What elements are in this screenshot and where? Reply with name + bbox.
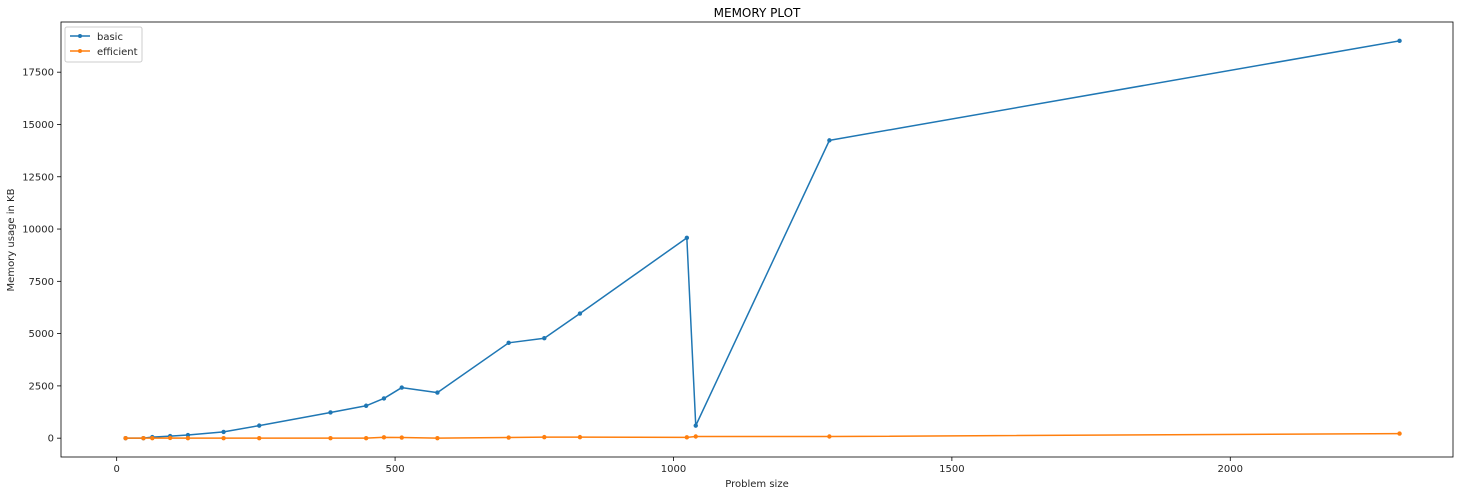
y-tick-label: 17500: [22, 68, 54, 79]
x-axis-label: Problem size: [725, 479, 788, 490]
data-point-basic: [577, 311, 583, 316]
chart-title: MEMORY PLOT: [714, 6, 801, 20]
series-line-efficient: [125, 432, 1400, 439]
data-point-efficient: [542, 434, 547, 440]
series-efficient: [123, 431, 1402, 441]
y-axis-label: Memory usage in KB: [6, 188, 17, 291]
data-point-efficient: [693, 434, 698, 439]
data-point-efficient: [381, 435, 387, 440]
legend-basic-marker: [78, 34, 82, 38]
x-tick-label: 0: [113, 464, 119, 475]
data-point-efficient: [435, 435, 440, 441]
data-point-efficient: [577, 434, 583, 440]
y-tick-label: 15000: [22, 120, 54, 131]
x-tick-label: 2000: [1218, 464, 1243, 475]
y-tick-label: 2500: [29, 381, 54, 392]
data-point-basic: [435, 390, 440, 395]
data-point-basic: [1397, 38, 1402, 44]
data-point-efficient: [185, 435, 191, 441]
data-point-basic: [221, 429, 226, 435]
data-point-efficient: [328, 435, 333, 441]
data-point-basic: [381, 396, 387, 401]
data-point-basic: [185, 432, 191, 438]
data-point-basic: [399, 385, 404, 390]
data-point-basic: [257, 423, 262, 428]
x-axis: 0 500 1000 1500 2000: [113, 457, 1243, 475]
data-point-basic: [506, 340, 511, 346]
data-point-efficient: [257, 435, 262, 441]
data-point-efficient: [506, 435, 511, 440]
legend-efficient-marker: [78, 49, 82, 53]
x-tick-label: 1500: [939, 464, 964, 475]
x-tick-label: 500: [386, 464, 405, 475]
data-point-efficient: [123, 435, 128, 441]
data-point-efficient: [221, 435, 226, 441]
data-point-efficient: [141, 435, 146, 441]
x-tick-label: 1000: [661, 464, 686, 475]
data-point-basic: [684, 235, 690, 241]
y-tick-label: 7500: [29, 277, 54, 288]
series-line-basic: [125, 40, 1400, 439]
data-point-efficient: [150, 435, 155, 441]
data-point-efficient: [684, 435, 690, 440]
y-axis: 0 2500 5000 7500 10000 12500 15000 17500: [22, 68, 61, 445]
data-point-efficient: [399, 435, 404, 440]
data-point-basic: [363, 403, 369, 408]
y-tick-label: 5000: [29, 329, 54, 340]
data-point-basic: [827, 138, 832, 143]
data-point-efficient: [1397, 431, 1402, 436]
series-layer: [123, 38, 1402, 441]
data-point-efficient: [827, 434, 832, 439]
series-basic: [123, 38, 1402, 441]
data-point-efficient: [167, 435, 173, 441]
legend-basic-label: basic: [97, 32, 123, 43]
data-point-basic: [693, 423, 698, 428]
y-tick-label: 0: [48, 434, 54, 445]
data-point-efficient: [363, 435, 369, 441]
data-point-basic: [328, 410, 333, 415]
y-tick-label: 10000: [22, 225, 54, 236]
plot-area-frame: [60, 21, 1454, 458]
data-point-basic: [542, 336, 547, 341]
y-tick-label: 12500: [22, 172, 54, 183]
legend: basic efficient: [64, 26, 143, 63]
legend-efficient-label: efficient: [97, 47, 138, 58]
